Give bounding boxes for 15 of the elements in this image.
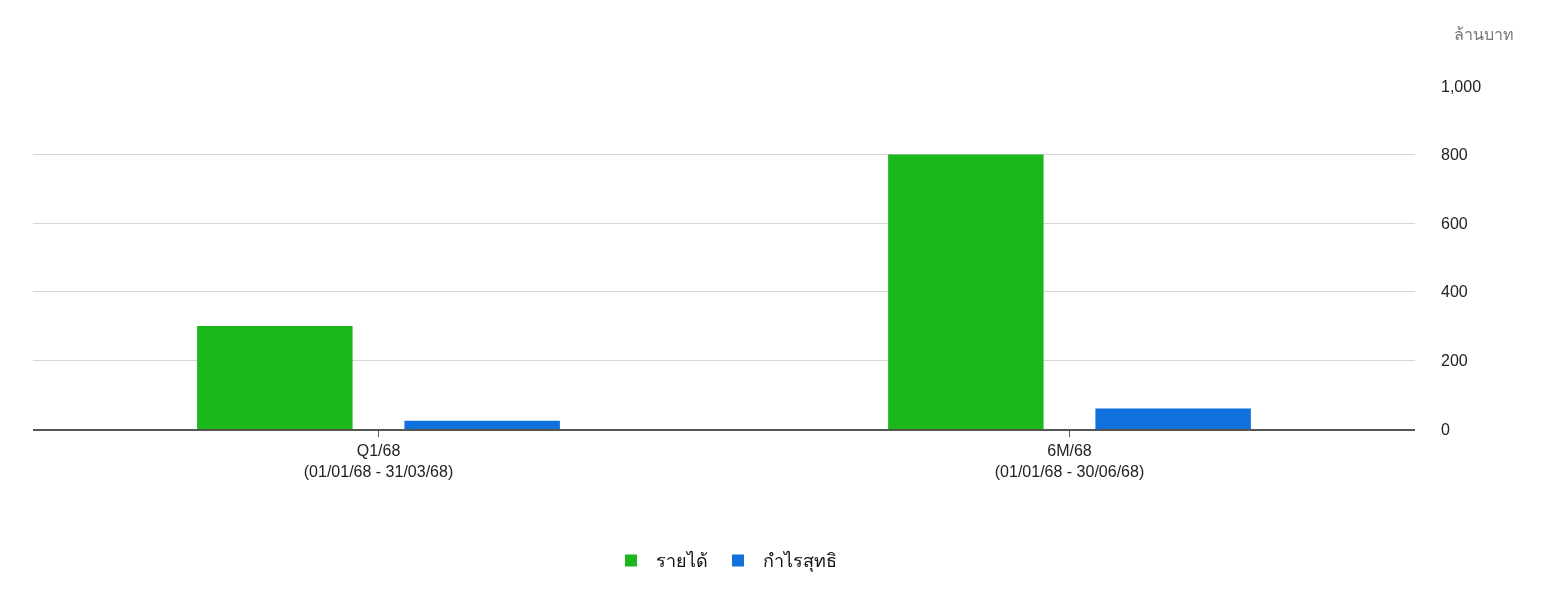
- bar: [197, 326, 353, 429]
- bar: [888, 154, 1044, 429]
- x-tick-label: 6M/68 (01/01/68 - 30/06/68): [994, 441, 1145, 480]
- legend-label: กำไรสุทธิ: [763, 550, 837, 573]
- legend-label: รายได้: [656, 550, 708, 572]
- y-axis-title: ล้านบาท: [1454, 26, 1514, 43]
- y-tick-label: 400: [1441, 283, 1468, 301]
- bar: [404, 420, 560, 429]
- y-tick-label: 800: [1441, 146, 1468, 164]
- bar: [1095, 408, 1251, 429]
- y-tick-label: 1,000: [1441, 77, 1482, 95]
- y-tick-label: 200: [1441, 352, 1468, 369]
- x-tick-label: Q1/68 (01/01/68 - 31/03/68): [303, 441, 454, 480]
- y-tick-label: 600: [1441, 214, 1468, 232]
- y-tick-label: 0: [1441, 420, 1450, 438]
